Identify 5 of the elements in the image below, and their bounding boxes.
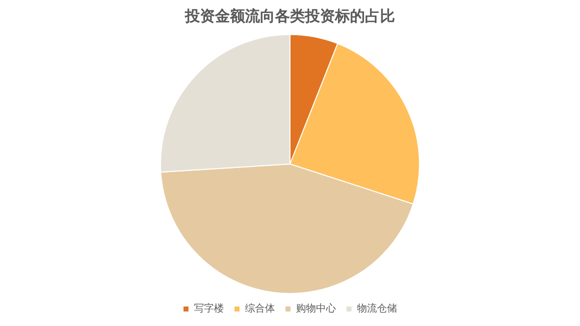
legend-label: 写字楼: [194, 302, 224, 315]
chart-title: 投资金额流向各类投资标的占比: [184, 6, 395, 25]
legend-label: 购物中心: [296, 302, 336, 315]
legend-label: 物流仓储: [357, 302, 397, 315]
legend-label: 综合体: [245, 302, 275, 315]
